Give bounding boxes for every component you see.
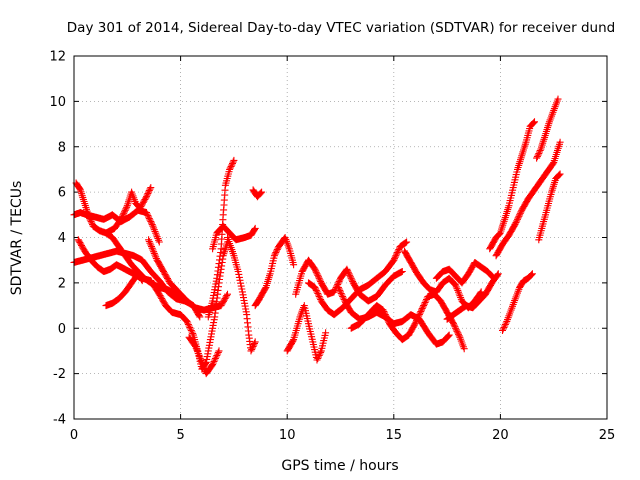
plus-markers-arc-m [251, 234, 298, 310]
series-arc-r [347, 290, 468, 353]
series-arc-u [443, 270, 502, 323]
plus-markers-arc-e [102, 270, 146, 310]
data-marks [70, 95, 564, 378]
series-arc-w [492, 138, 564, 260]
y-axis-label: SDTVAR / TECUs [9, 181, 25, 296]
series-arc-e [102, 270, 146, 310]
plus-markers-arc-o [292, 256, 406, 305]
y-tick-label: -4 [53, 413, 66, 428]
plus-markers-arc-n [283, 302, 330, 364]
plus-markers-arc-v [486, 118, 538, 253]
series-arc-y [535, 170, 564, 244]
y-tick-label: 2 [58, 276, 66, 291]
series-arc-p [305, 238, 411, 319]
plus-markers-arc-i [224, 234, 259, 355]
y-tick-labels: -4 -2 0 2 4 6 8 10 12 [49, 50, 66, 428]
series-arc-i [224, 234, 259, 355]
series-arc-n [283, 302, 330, 364]
y-tick-label: 8 [58, 140, 66, 155]
plus-markers-arc-w [492, 138, 564, 260]
plus-markers-arc-x [533, 95, 562, 162]
x-tick-label: 25 [599, 428, 616, 443]
plus-markers-arc-u [443, 270, 502, 323]
y-tick-label: 12 [49, 50, 66, 65]
series-arc-x [533, 95, 562, 162]
plus-markers-arc-r [347, 290, 468, 353]
y-tick-label: 10 [49, 95, 66, 110]
plus-markers-arc-y [535, 170, 564, 244]
plus-markers-arc-f [102, 184, 155, 237]
series-arc-t [432, 259, 498, 287]
axis-ticks [73, 55, 608, 420]
series-arc-l [249, 186, 266, 201]
series-arc-j [185, 333, 223, 378]
series-arc-m [251, 234, 298, 310]
chart-title: Day 301 of 2014, Sidereal Day-to-day VTE… [67, 20, 615, 36]
x-tick-label: 0 [70, 428, 78, 443]
x-tick-label: 15 [386, 428, 403, 443]
plus-markers-arc-t [432, 259, 498, 287]
series-arc-v [486, 118, 538, 253]
x-axis-label: GPS time / hours [281, 458, 398, 474]
y-tick-label: 6 [58, 186, 66, 201]
grid-lines [74, 56, 607, 419]
plus-markers-arc-j [185, 333, 223, 378]
x-tick-label: 20 [492, 428, 509, 443]
series-arc-o [292, 256, 406, 305]
series-arc-f [102, 184, 155, 237]
plus-markers-arc-k [209, 222, 259, 253]
plus-markers-arc-z [499, 270, 536, 334]
series-arc-k [209, 222, 259, 253]
plus-markers-arc-p [305, 238, 411, 319]
series-arc-z [499, 270, 536, 334]
plus-markers-arc-l [249, 186, 266, 201]
x-tick-label: 5 [176, 428, 184, 443]
y-tick-label: 0 [58, 322, 66, 337]
x-tick-label: 10 [279, 428, 296, 443]
plot-frame [73, 55, 608, 420]
y-tick-label: 4 [58, 231, 66, 246]
y-tick-label: -2 [53, 367, 66, 382]
x-tick-labels: 0 5 10 15 20 25 [70, 428, 615, 443]
